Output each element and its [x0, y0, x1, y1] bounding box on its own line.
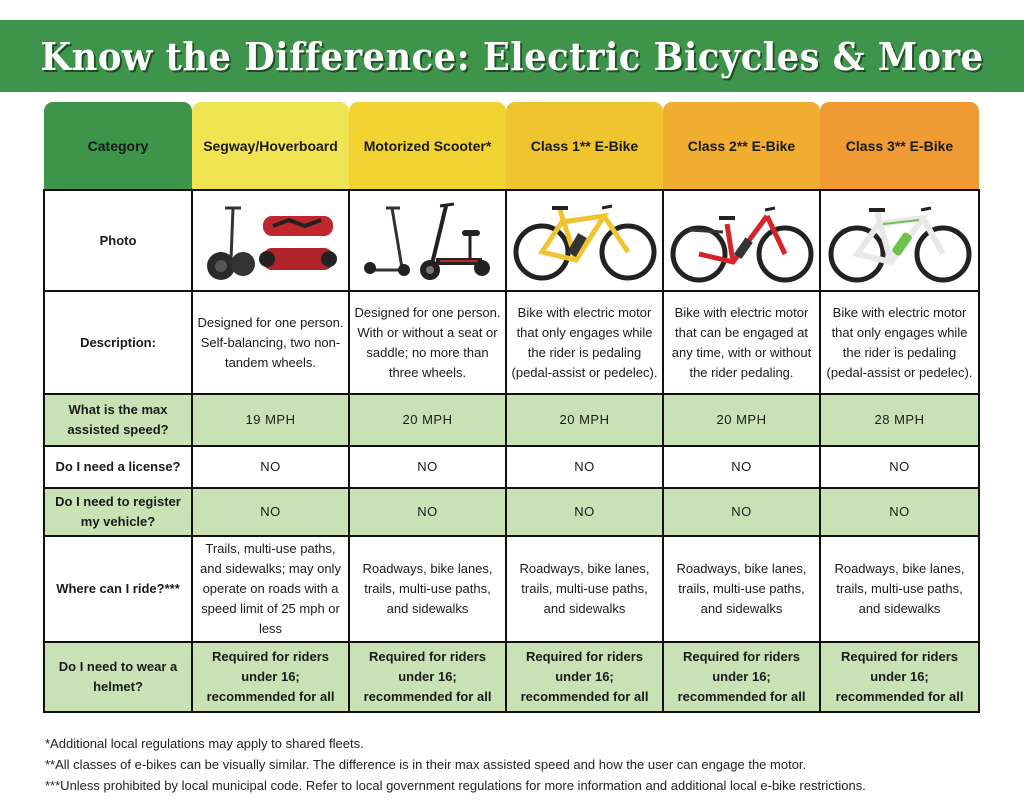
column-header-class3: Class 3** E-Bike	[820, 102, 979, 191]
ride-cell: Roadways, bike lanes, trails, multi-use …	[819, 535, 980, 643]
register-cell: NO	[191, 487, 350, 537]
speed-cell: 19 MPH	[191, 393, 350, 447]
description-cell: Designed for one person. Self-balancing,…	[191, 290, 350, 395]
description-cell: Bike with electric motor that only engag…	[819, 290, 980, 395]
footnote-3: ***Unless prohibited by local municipal …	[45, 778, 866, 793]
license-cell: NO	[348, 445, 507, 489]
footnote-2: **All classes of e-bikes can be visually…	[45, 757, 807, 772]
row-label-register: Do I need to register my vehicle?	[43, 487, 193, 537]
class2-ebike-photo	[662, 189, 821, 292]
title-banner: Know the Difference: Electric Bicycles &…	[0, 20, 1024, 92]
helmet-cell: Required for riders under 16; recommende…	[348, 641, 507, 713]
ride-cell: Roadways, bike lanes, trails, multi-use …	[505, 535, 664, 643]
register-cell: NO	[662, 487, 821, 537]
row-label-ride: Where can I ride?***	[43, 535, 193, 643]
ride-row: Where can I ride?*** Trails, multi-use p…	[43, 535, 980, 643]
description-cell: Designed for one person. With or without…	[348, 290, 507, 395]
segway-hoverboard-photo	[191, 189, 350, 292]
footnote-1: *Additional local regulations may apply …	[45, 736, 364, 751]
column-header-segway: Segway/Hoverboard	[192, 102, 349, 191]
register-row: Do I need to register my vehicle? NO NO …	[43, 487, 980, 537]
column-header-class1: Class 1** E-Bike	[506, 102, 663, 191]
speed-cell: 20 MPH	[348, 393, 507, 447]
helmet-cell: Required for riders under 16; recommende…	[505, 641, 664, 713]
helmet-cell: Required for riders under 16; recommende…	[191, 641, 350, 713]
license-cell: NO	[505, 445, 664, 489]
class1-ebike-photo	[505, 189, 664, 292]
page-title: Know the Difference: Electric Bicycles &…	[40, 33, 984, 79]
speed-cell: 20 MPH	[505, 393, 664, 447]
license-row: Do I need a license? NO NO NO NO NO	[43, 445, 980, 489]
photo-row: Photo	[43, 189, 980, 292]
helmet-row: Do I need to wear a helmet? Required for…	[43, 641, 980, 713]
speed-row: What is the max assisted speed? 19 MPH 2…	[43, 393, 980, 447]
helmet-cell: Required for riders under 16; recommende…	[662, 641, 821, 713]
description-row: Description: Designed for one person. Se…	[43, 290, 980, 395]
description-cell: Bike with electric motor that can be eng…	[662, 290, 821, 395]
register-cell: NO	[348, 487, 507, 537]
category-header: Category	[44, 102, 192, 191]
ride-cell: Roadways, bike lanes, trails, multi-use …	[348, 535, 507, 643]
header-row: Category Segway/Hoverboard Motorized Sco…	[44, 102, 979, 191]
speed-cell: 28 MPH	[819, 393, 980, 447]
footnotes: *Additional local regulations may apply …	[45, 733, 866, 796]
comparison-table: Category Segway/Hoverboard Motorized Sco…	[43, 102, 980, 713]
row-label-photo: Photo	[43, 189, 193, 292]
description-cell: Bike with electric motor that only engag…	[505, 290, 664, 395]
register-cell: NO	[505, 487, 664, 537]
ride-cell: Trails, multi-use paths, and sidewalks; …	[191, 535, 350, 643]
class3-ebike-photo	[819, 189, 980, 292]
row-label-description: Description:	[43, 290, 193, 395]
helmet-cell: Required for riders under 16; recommende…	[819, 641, 980, 713]
license-cell: NO	[662, 445, 821, 489]
motorized-scooter-photo	[348, 189, 507, 292]
column-header-class2: Class 2** E-Bike	[663, 102, 820, 191]
row-label-license: Do I need a license?	[43, 445, 193, 489]
row-label-speed: What is the max assisted speed?	[43, 393, 193, 447]
license-cell: NO	[191, 445, 350, 489]
license-cell: NO	[819, 445, 980, 489]
row-label-helmet: Do I need to wear a helmet?	[43, 641, 193, 713]
speed-cell: 20 MPH	[662, 393, 821, 447]
ride-cell: Roadways, bike lanes, trails, multi-use …	[662, 535, 821, 643]
column-header-scooter: Motorized Scooter*	[349, 102, 506, 191]
register-cell: NO	[819, 487, 980, 537]
